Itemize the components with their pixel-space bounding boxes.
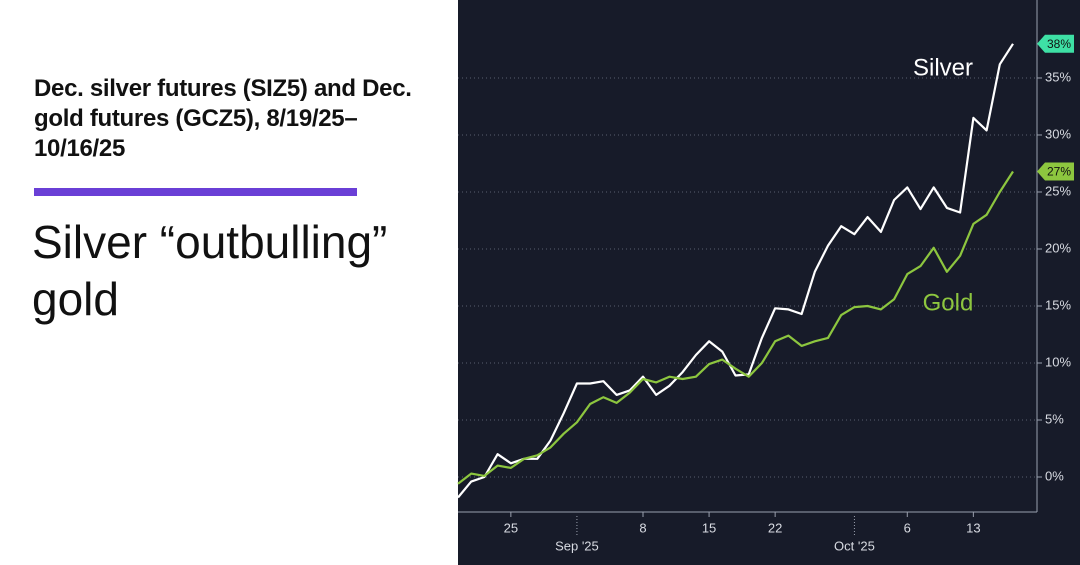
title: Dec. silver futures (SIZ5) and Dec. gold… (34, 75, 412, 162)
x-tick-label: 8 (639, 520, 646, 535)
end-badge-label: 27% (1047, 165, 1071, 179)
y-tick-label: 20% (1045, 240, 1071, 255)
series-label: Gold (923, 289, 974, 316)
x-tick-label: 15 (702, 520, 716, 535)
y-tick-label: 35% (1045, 69, 1071, 84)
end-badge-label: 38% (1047, 37, 1071, 51)
x-tick-label: 22 (768, 520, 782, 535)
x-tick-label: Sep '25 (555, 538, 599, 553)
y-tick-label: 25% (1045, 183, 1071, 198)
series-label: Silver (913, 54, 973, 81)
y-tick-label: 5% (1045, 411, 1064, 426)
x-tick-label: 6 (904, 520, 911, 535)
subtitle: Silver “outbulling” gold (32, 216, 388, 325)
y-tick-label: 30% (1045, 126, 1071, 141)
y-tick-label: 15% (1045, 297, 1071, 312)
series-line (457, 43, 1014, 499)
end-badge (1037, 34, 1074, 53)
y-tick-label: 10% (1045, 354, 1071, 369)
plot-background (458, 0, 1080, 565)
accent-bar (34, 188, 357, 196)
x-tick-label: 25 (504, 520, 518, 535)
x-tick-label: Oct '25 (834, 538, 875, 553)
x-tick-label: 13 (966, 520, 980, 535)
y-tick-label: 0% (1045, 468, 1064, 483)
series-line (457, 170, 1014, 485)
end-badge (1037, 162, 1074, 181)
